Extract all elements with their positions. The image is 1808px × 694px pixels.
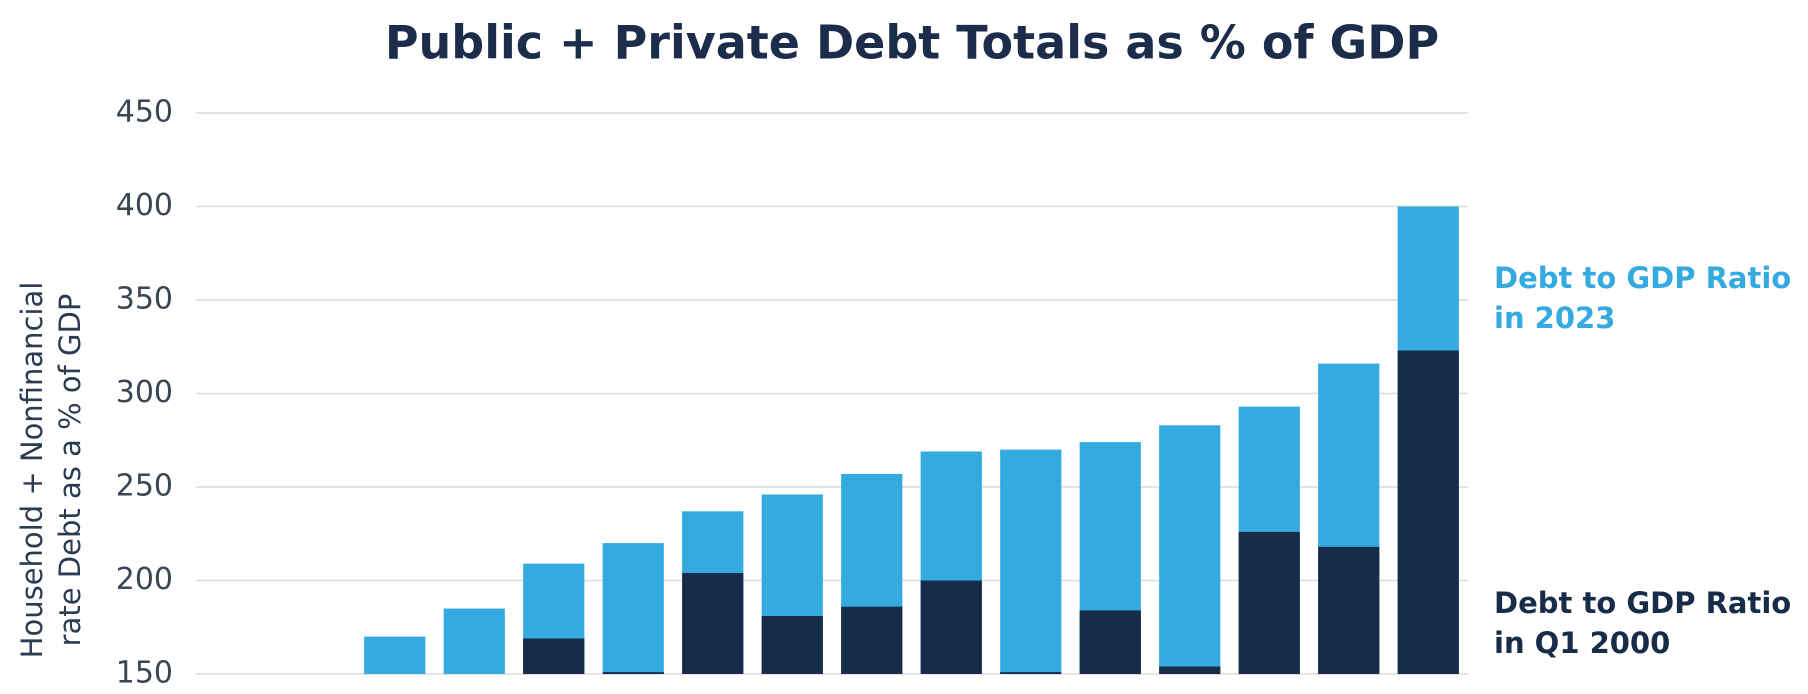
y-tick-label: 300 <box>116 375 173 410</box>
bar <box>1318 546 1380 674</box>
y-axis-label: rate Debt as a % of GDP <box>53 294 87 647</box>
bar <box>602 543 664 674</box>
bar <box>1159 425 1221 674</box>
y-tick-label: 350 <box>116 282 173 317</box>
bar <box>1397 350 1459 674</box>
bar <box>682 573 744 674</box>
bar <box>1000 672 1062 674</box>
bar <box>443 608 505 674</box>
y-axis-label: Household + Nonfinancial <box>15 282 49 659</box>
legend-entry: Debt to GDP Ratio in 2023 <box>1494 261 1792 335</box>
bar <box>841 606 903 674</box>
bar <box>1079 610 1141 674</box>
bar <box>920 580 982 674</box>
bar <box>602 672 664 674</box>
bar <box>1159 666 1221 674</box>
y-tick-label: 200 <box>116 562 173 597</box>
y-tick-label: 150 <box>116 656 173 691</box>
bar <box>1238 531 1300 674</box>
y-tick-label: 400 <box>116 188 173 223</box>
y-tick-label: 450 <box>116 95 173 130</box>
bar <box>523 638 585 674</box>
y-tick-label: 250 <box>116 469 173 504</box>
bar <box>761 616 823 674</box>
legend-entry: Debt to GDP Ratio in Q1 2000 <box>1494 586 1792 660</box>
bar <box>364 636 426 674</box>
bar <box>1000 449 1062 674</box>
chart-title: Public + Private Debt Totals as % of GDP <box>385 16 1439 70</box>
